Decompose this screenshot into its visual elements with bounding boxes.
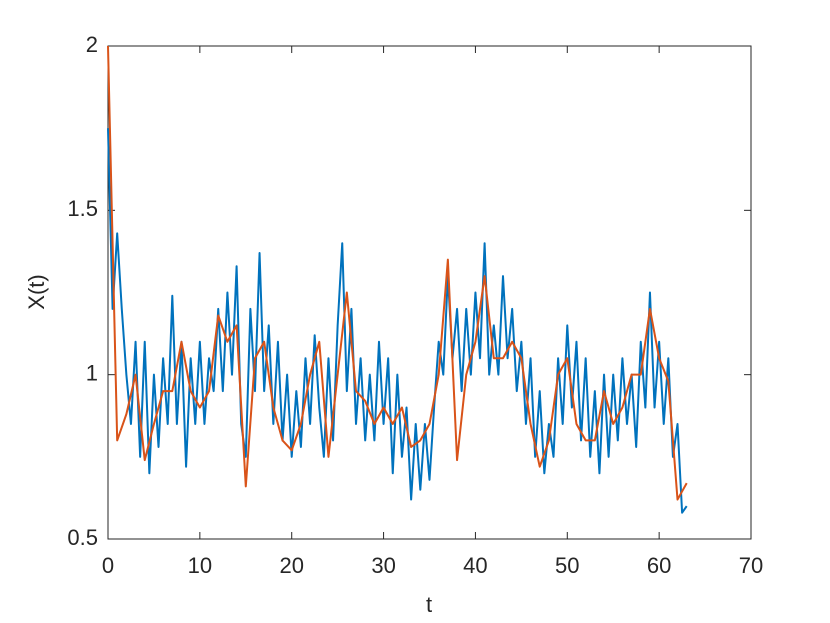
x-tick-label: 70 bbox=[739, 553, 763, 578]
series-line bbox=[107, 128, 688, 514]
x-tick-label: 0 bbox=[102, 553, 114, 578]
x-tick-label: 60 bbox=[647, 553, 671, 578]
series-line bbox=[107, 45, 688, 501]
x-axis-label: t bbox=[426, 592, 432, 617]
x-tick-label: 20 bbox=[279, 553, 303, 578]
y-axis-label: X(t) bbox=[24, 274, 49, 309]
x-tick-label: 30 bbox=[371, 553, 395, 578]
y-tick-label: 1.5 bbox=[67, 196, 98, 221]
x-tick-label: 40 bbox=[463, 553, 487, 578]
x-tick-label: 50 bbox=[555, 553, 579, 578]
y-tick-label: 1 bbox=[86, 360, 98, 385]
y-tick-label: 0.5 bbox=[67, 525, 98, 550]
y-tick-label: 2 bbox=[86, 32, 98, 57]
plot-area bbox=[107, 45, 752, 540]
x-tick-label: 10 bbox=[188, 553, 212, 578]
